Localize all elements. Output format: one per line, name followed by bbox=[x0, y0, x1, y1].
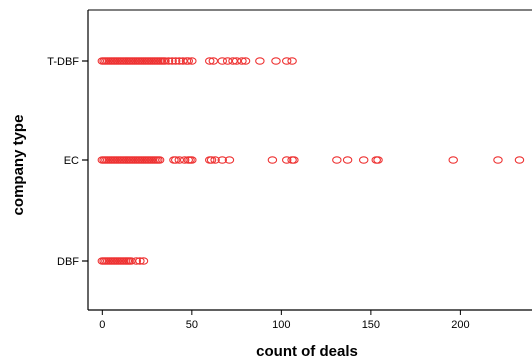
data-point bbox=[281, 156, 292, 164]
y-tick-label: T-DBF bbox=[47, 56, 79, 68]
y-tick-label: EC bbox=[64, 155, 79, 167]
data-point bbox=[178, 57, 188, 65]
data-point bbox=[174, 57, 185, 65]
data-point bbox=[187, 57, 197, 65]
x-tick-label: 100 bbox=[272, 319, 290, 331]
data-point bbox=[138, 257, 149, 265]
data-point bbox=[373, 156, 383, 164]
y-tick-label: DBF bbox=[57, 256, 79, 268]
data-point bbox=[358, 156, 369, 164]
data-point bbox=[493, 156, 503, 164]
data-point bbox=[332, 156, 342, 164]
data-point bbox=[342, 156, 353, 164]
x-tick-label: 200 bbox=[451, 319, 469, 331]
data-point bbox=[187, 156, 197, 164]
data-point bbox=[217, 57, 228, 65]
data-point bbox=[224, 156, 235, 164]
data-point bbox=[204, 57, 215, 65]
data-point bbox=[255, 57, 265, 65]
data-point bbox=[281, 57, 292, 65]
data-point bbox=[163, 57, 174, 65]
data-point bbox=[135, 257, 145, 265]
data-point bbox=[167, 57, 177, 65]
data-point bbox=[183, 57, 194, 65]
x-tick-label: 150 bbox=[362, 319, 380, 331]
data-point bbox=[170, 57, 181, 65]
data-point bbox=[170, 156, 181, 164]
data-point bbox=[228, 57, 238, 65]
data-point bbox=[514, 156, 525, 164]
data-point bbox=[131, 257, 142, 265]
x-tick-label: 50 bbox=[186, 319, 198, 331]
data-point bbox=[208, 57, 219, 65]
data-point bbox=[287, 57, 297, 65]
data-point bbox=[222, 57, 233, 65]
data-point bbox=[289, 156, 299, 164]
data-point bbox=[237, 57, 247, 65]
y-axis-title: company type bbox=[10, 115, 27, 216]
y-axis-ticks: DBF EC T-DBF bbox=[47, 56, 88, 268]
data-point bbox=[179, 156, 190, 164]
data-point bbox=[231, 57, 242, 65]
data-point bbox=[240, 57, 251, 65]
x-tick-label: 0 bbox=[99, 319, 105, 331]
data-point bbox=[126, 257, 136, 265]
data-points bbox=[97, 57, 525, 265]
data-point bbox=[448, 156, 458, 164]
data-point bbox=[154, 156, 165, 164]
x-axis-ticks: 0 50 100 150 200 bbox=[99, 310, 470, 331]
data-point bbox=[160, 57, 170, 65]
data-point bbox=[271, 57, 281, 65]
data-point bbox=[206, 156, 217, 164]
x-axis-title: count of deals bbox=[256, 343, 358, 358]
data-point bbox=[217, 156, 228, 164]
data-point bbox=[267, 156, 278, 164]
data-point bbox=[174, 156, 185, 164]
data-point bbox=[210, 156, 220, 164]
